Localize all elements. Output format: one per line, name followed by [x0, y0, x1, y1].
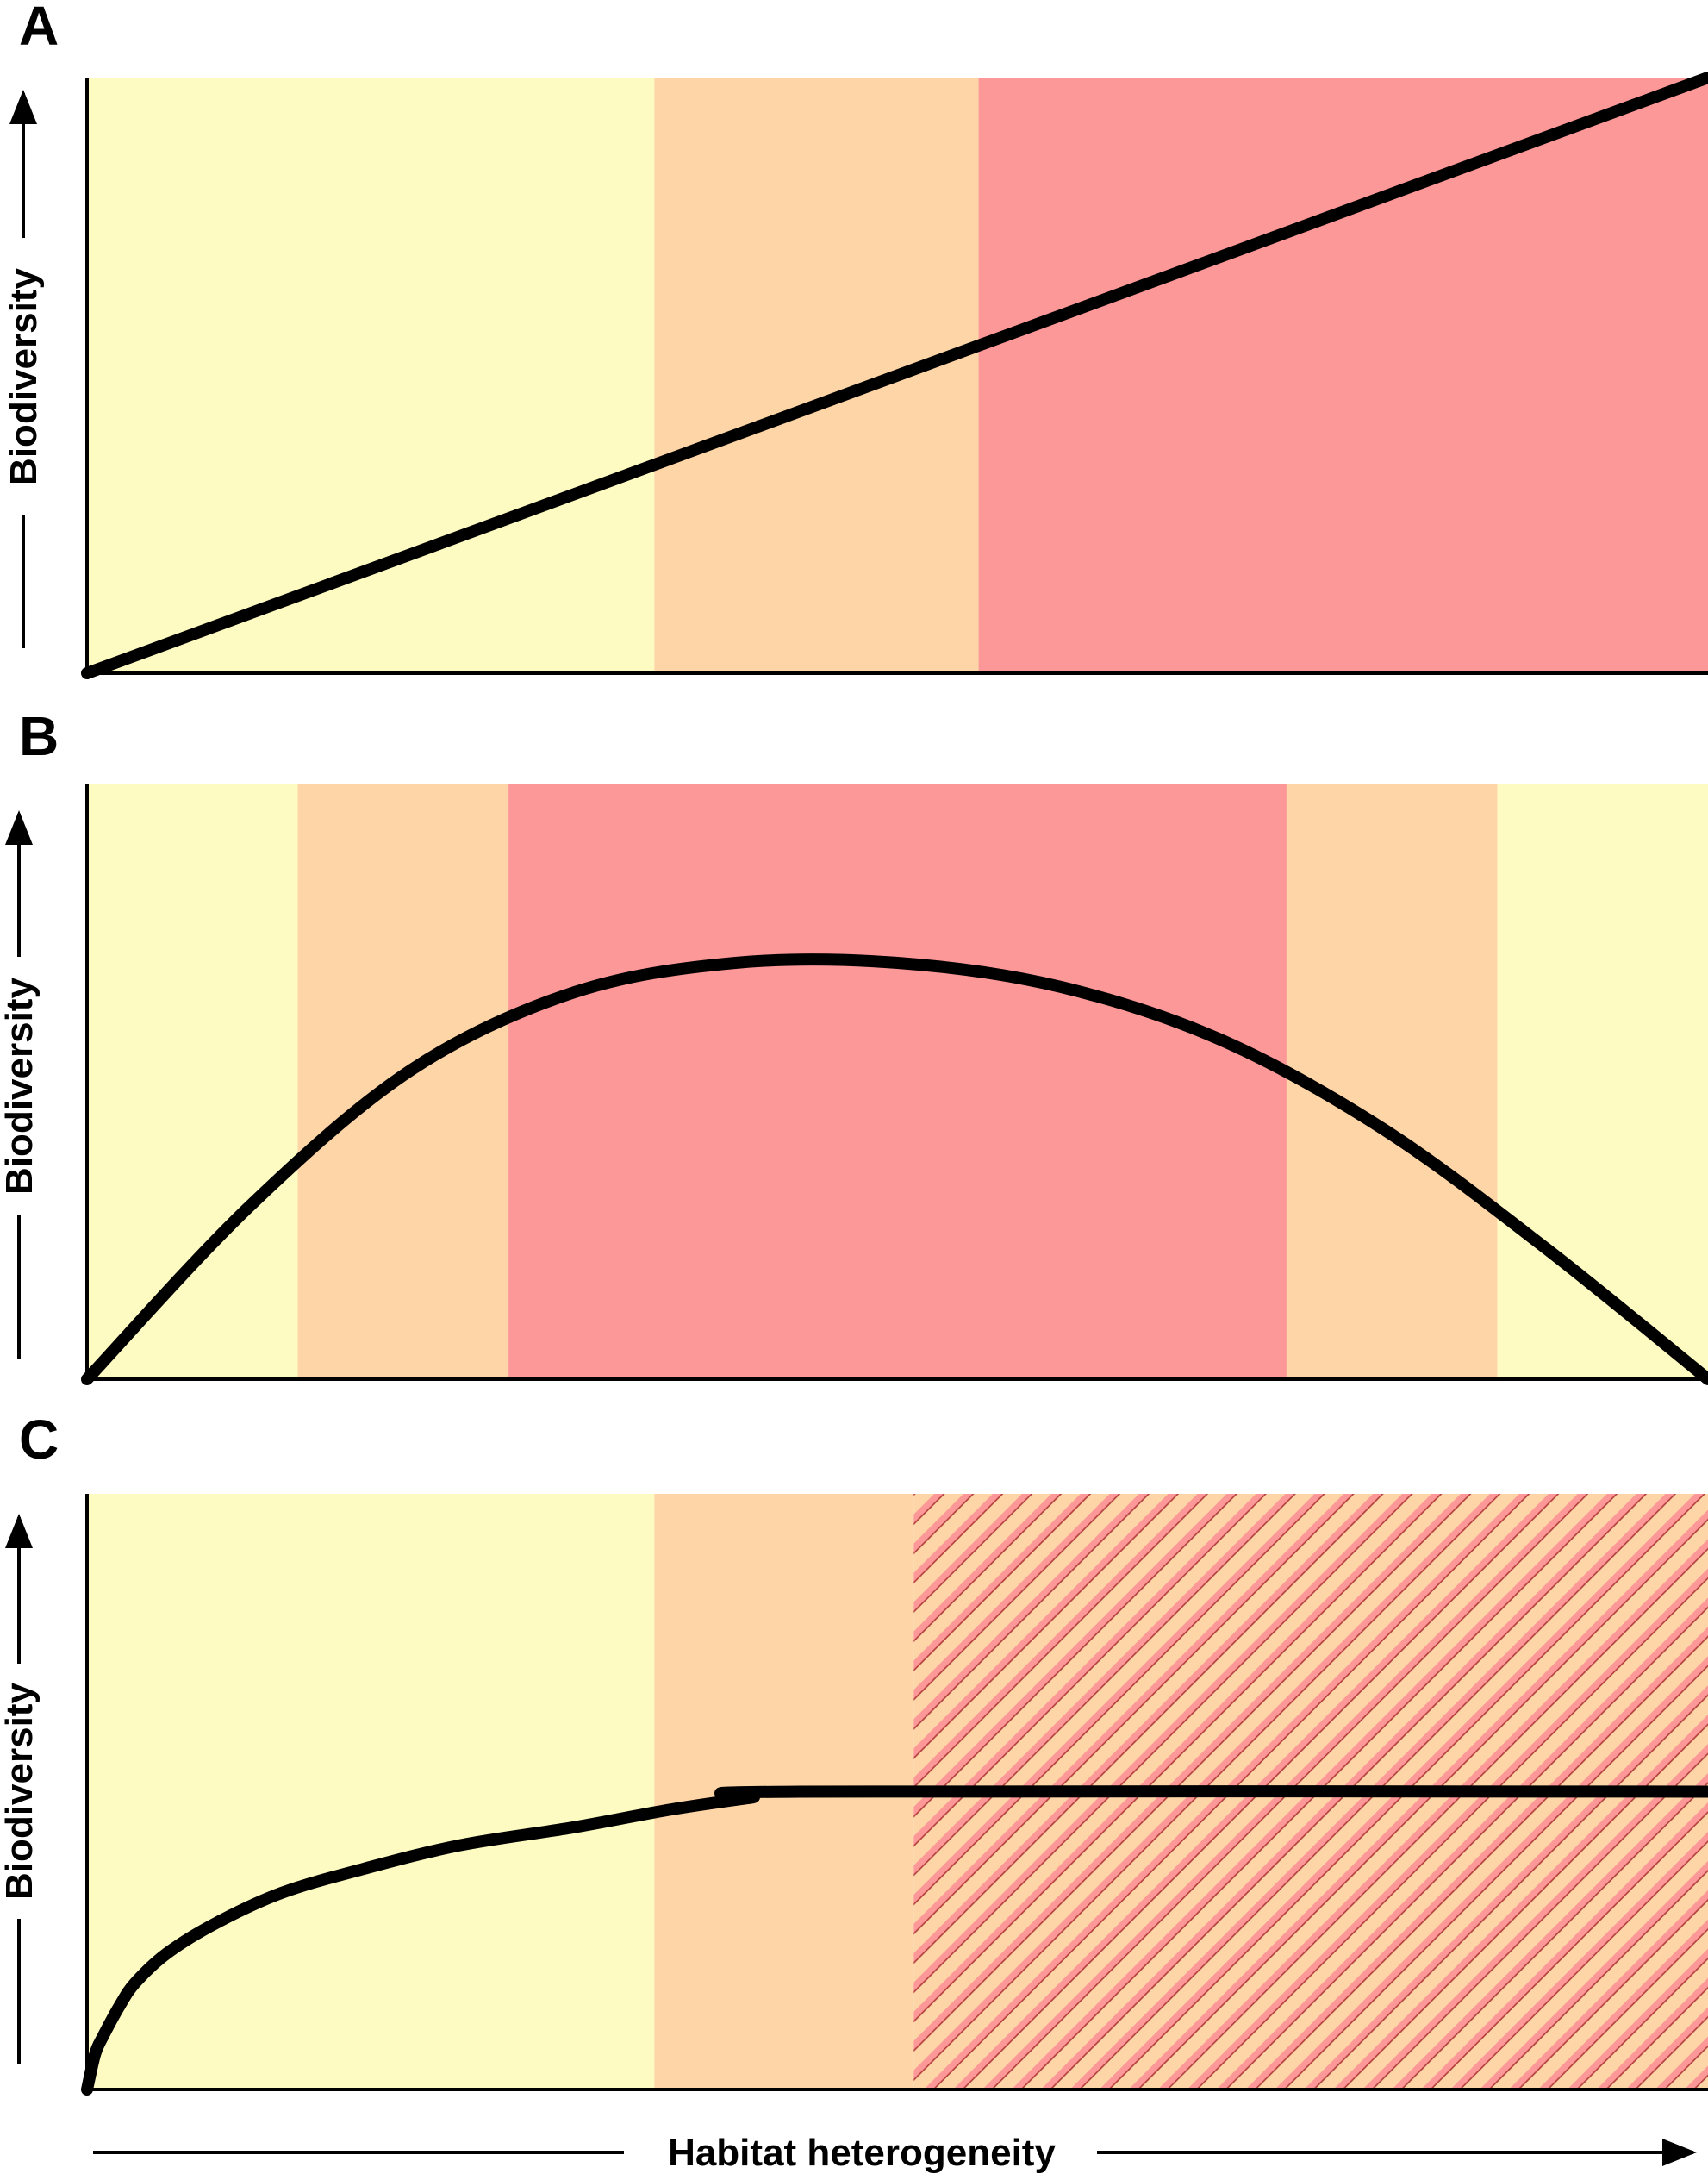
panel-b: B Biodiversity [0, 705, 1708, 1385]
panel-a-curve [81, 72, 1708, 679]
band-high-2 [508, 784, 1287, 1379]
x-axis-label: Habitat heterogeneity [668, 2132, 1056, 2174]
panel-c: C Biodiversity [0, 1409, 1708, 2096]
panel-c-axes [85, 1494, 1708, 2091]
band-low-0 [87, 784, 298, 1379]
panel-b-axes [85, 784, 1708, 1381]
panel-b-curve [81, 953, 1708, 1385]
panel-letter-b: B [19, 705, 59, 767]
band-low-0 [87, 1494, 655, 2089]
band-mid-1 [654, 78, 979, 673]
panel-a-axes [85, 78, 1708, 675]
panel-c-ylabel: Biodiversity [0, 1683, 41, 1900]
panel-a-bands [87, 78, 1708, 673]
panel-letter-a: A [19, 0, 59, 57]
band-high-2 [978, 78, 1708, 673]
panel-a-ylabel: Biodiversity [3, 268, 45, 485]
band-mid-3 [1286, 784, 1498, 1379]
panel-letter-c: C [19, 1409, 59, 1471]
panel-b-ylabel: Biodiversity [0, 978, 41, 1195]
band-low-0 [87, 78, 655, 673]
panel-b-bands [87, 784, 1708, 1379]
band-low-4 [1497, 784, 1708, 1379]
panel-a: A Biodiversity [3, 0, 1708, 679]
panel-c-curve [81, 1784, 1708, 2096]
